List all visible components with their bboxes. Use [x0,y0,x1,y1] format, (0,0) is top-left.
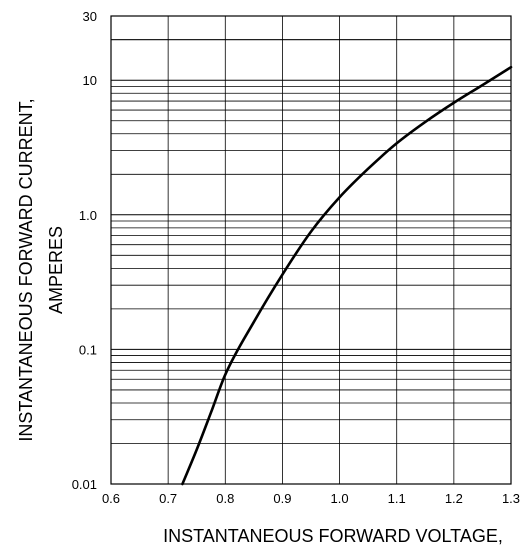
y-tick-label: 10 [83,73,97,88]
y-tick-label: 1.0 [79,208,97,223]
x-tick-label: 1.1 [388,491,406,506]
x-tick-label: 1.2 [445,491,463,506]
forward-current-curve [181,65,513,486]
x-tick-label: 0.8 [216,491,234,506]
y-axis-label-line2: AMPERES [46,226,66,314]
grid [110,15,512,485]
y-tick-label: 0.01 [72,477,97,492]
x-tick-label: 0.6 [102,491,120,506]
y-tick-label: 0.1 [79,342,97,357]
x-tick-label: 0.7 [159,491,177,506]
y-tick-label: 30 [83,9,97,24]
x-tick-label: 0.9 [273,491,291,506]
x-axis-label: INSTANTANEOUS FORWARD VOLTAGE, [163,526,503,546]
x-tick-label: 1.0 [331,491,349,506]
series-group [181,65,513,486]
tick-labels: 0.6 0.7 0.8 0.9 1.0 1.1 1.2 1.3 0.01 0.1 1.0 10 30 [72,9,520,506]
plot-frame [110,15,512,485]
x-tick-label: 1.3 [502,491,520,506]
y-axis-label-line1: INSTANTANEOUS FORWARD CURRENT, [16,98,36,441]
